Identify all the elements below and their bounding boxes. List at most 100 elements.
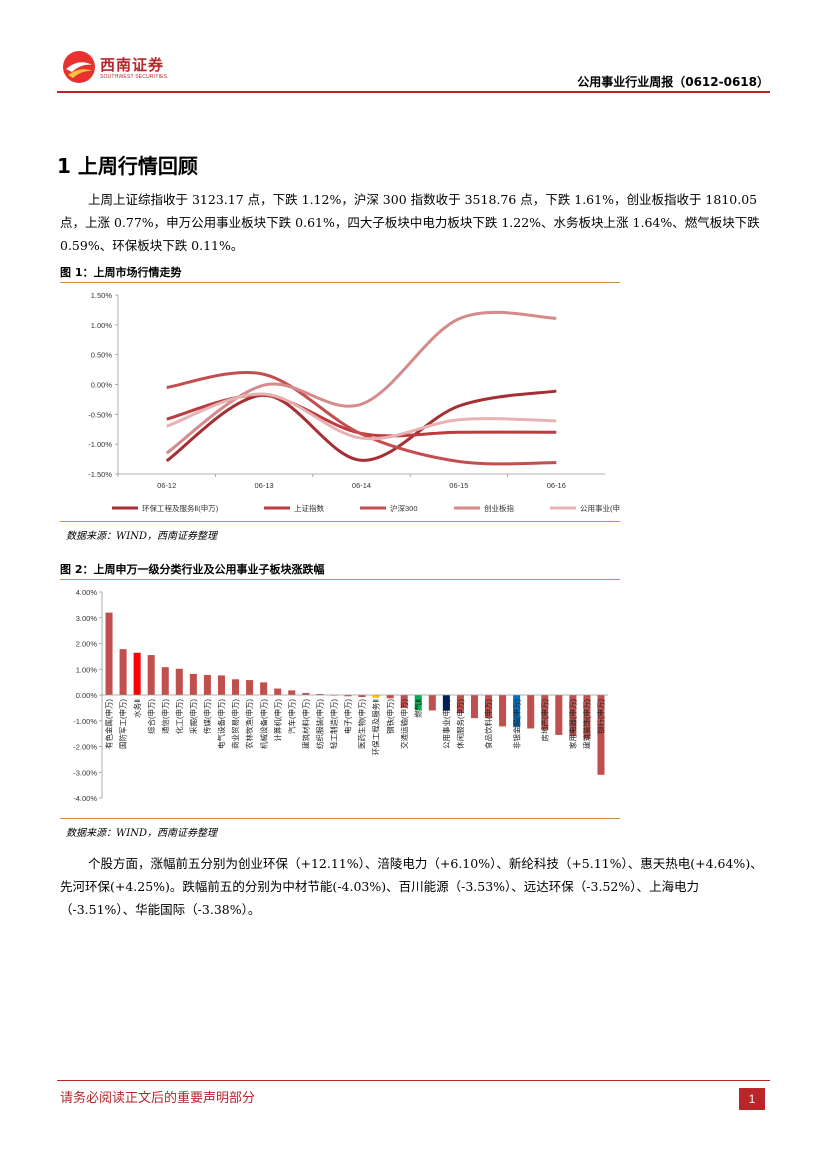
stocks-paragraph: 个股方面，涨幅前五分别为创业环保（+12.11%）、涪陵电力（+6.10%）、新…: [60, 856, 763, 917]
category-label: 公用事业(申万): [441, 699, 451, 749]
footer-divider: [57, 1080, 770, 1081]
y-tick-label: -1.00%: [73, 717, 97, 726]
category-label: 休闲服务(申万): [455, 699, 465, 749]
category-label: 水务Ⅱ: [132, 699, 142, 718]
bar: [260, 682, 268, 695]
y-tick-label: 3.00%: [76, 614, 98, 623]
y-tick-label: -0.50%: [88, 410, 112, 419]
bar: [217, 675, 225, 695]
bar: [302, 692, 310, 695]
series-line-2: [166, 370, 557, 466]
bar: [428, 695, 436, 711]
category-label: 通信(申万): [160, 699, 170, 734]
bar: [133, 652, 141, 695]
bar: [414, 695, 422, 711]
y-tick-label: 1.50%: [91, 291, 113, 300]
category-label: 机械设备(申万): [258, 699, 268, 749]
bar: [232, 679, 240, 695]
legend-label: 创业板指: [484, 503, 514, 513]
category-label: 综合(申万): [146, 699, 156, 734]
figure1-source: 数据来源：WIND，西南证券整理: [66, 531, 217, 542]
category-label: 国防军工(申万): [118, 699, 128, 749]
category-label: 农林牧渔(申万): [244, 699, 254, 749]
y-tick-label: -4.00%: [73, 794, 97, 803]
legend-label: 公用事业(申万): [580, 503, 620, 513]
x-tick-label: 06-13: [255, 481, 274, 490]
category-label: 燃气Ⅱ: [413, 699, 423, 718]
bar: [274, 688, 282, 695]
page-number: 1: [739, 1088, 765, 1110]
bar: [513, 695, 521, 728]
category-label: 电气设备(申万): [216, 699, 226, 749]
legend-label: 上证指数: [294, 503, 324, 513]
figure1-bottom-rule: [60, 521, 620, 522]
bar: [499, 695, 507, 727]
category-label: 计算机(申万): [272, 699, 282, 742]
figure1-title: 图 1：上周市场行情走势: [60, 266, 182, 279]
series-line-0: [165, 389, 557, 463]
header-divider: [57, 91, 770, 93]
bar: [386, 695, 394, 699]
category-label: 建筑装饰(申万): [582, 699, 592, 749]
bar: [119, 649, 127, 695]
bar: [470, 695, 478, 719]
x-tick-label: 06-16: [547, 481, 566, 490]
category-label: 医药生物(申万): [357, 699, 367, 749]
bar: [175, 668, 183, 695]
bar: [527, 695, 535, 729]
category-label: 商业贸易(申万): [230, 699, 240, 749]
category-label: 钢铁(申万): [385, 699, 395, 734]
logo-chinese-name: 西南证券: [100, 56, 165, 74]
category-label: 采掘(申万): [188, 699, 198, 734]
bar: [203, 674, 211, 695]
y-tick-label: -1.50%: [88, 470, 112, 479]
bar: [161, 667, 169, 695]
bar: [442, 695, 450, 711]
bar: [246, 680, 254, 695]
bar: [288, 690, 296, 695]
market-trend-line-chart: 1.50% 1.00% 0.50% 0.00% -0.50% -1.00% -1.50% 06…: [88, 291, 620, 513]
x-tick-label: 06-14: [352, 481, 371, 490]
intro-paragraph: 上周上证综指收于 3123.17 点，下跌 1.12%，沪深 300 指数收于 …: [60, 192, 760, 253]
y-tick-label: 1.00%: [76, 665, 98, 674]
figure2-bottom-rule: [60, 818, 620, 819]
y-tick-label: 1.00%: [91, 321, 113, 330]
category-label: 纺织服装(申万): [314, 699, 324, 749]
x-tick-label: 06-15: [449, 481, 468, 490]
category-label: 汽车(申万): [286, 699, 296, 734]
bar: [344, 695, 352, 697]
bar: [583, 695, 591, 739]
disclaimer-note: 请务必阅读正文后的重要声明部分: [60, 1091, 256, 1106]
figure2-source: 数据来源：WIND，西南证券整理: [66, 828, 217, 839]
report-title: 公用事业行业周报（0612-0618）: [577, 75, 769, 89]
legend-label: 环保工程及服务Ⅱ(申万): [142, 503, 219, 513]
category-label: 非银金融(申万): [511, 699, 521, 749]
bar: [105, 612, 113, 695]
bar: [555, 695, 563, 735]
y-tick-label: -1.00%: [88, 440, 112, 449]
bar: [400, 695, 408, 708]
bar: [569, 695, 577, 737]
company-logo: 西南证券 SOUTHWEST SECURITIES: [62, 50, 172, 90]
y-tick-label: 4.00%: [76, 588, 98, 597]
bar: [541, 695, 549, 730]
y-tick-label: 0.50%: [91, 351, 113, 360]
category-label: 交通运输(申万): [399, 699, 409, 749]
bar: [597, 695, 605, 775]
x-tick-label: 06-12: [157, 481, 176, 490]
section-title: 1 上周行情回顾: [57, 154, 198, 178]
category-label: 传媒(申万): [202, 699, 212, 734]
bar: [372, 695, 380, 698]
bar: [316, 693, 324, 695]
category-label: 银行(申万): [596, 699, 606, 734]
bar: [358, 695, 366, 698]
y-tick-label: 0.00%: [91, 381, 113, 390]
category-label: 房地产(申万): [539, 699, 549, 742]
legend-label: 沪深300: [390, 503, 418, 513]
y-tick-label: -3.00%: [73, 768, 97, 777]
bar: [456, 695, 464, 714]
category-label: 食品饮料(申万): [483, 699, 493, 749]
category-label: 电子(申万): [343, 699, 353, 734]
series-line-3: [165, 310, 557, 455]
bar: [147, 655, 155, 695]
